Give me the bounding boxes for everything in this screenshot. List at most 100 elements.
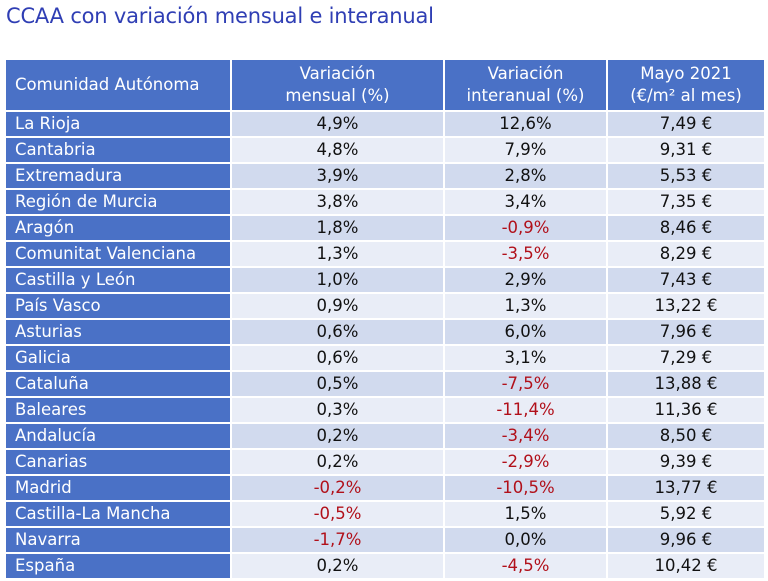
header-price: Mayo 2021 (€/m² al mes) (608, 60, 764, 110)
table-row: País Vasco 0,9% 1,3% 13,22 € (6, 292, 764, 318)
table-row: Baleares 0,3% -11,4% 11,36 € (6, 396, 764, 422)
table-row: Navarra -1,7% 0,0% 9,96 € (6, 526, 764, 552)
region-cell: Canarias (6, 448, 232, 474)
header-monthly-line-2: mensual (%) (285, 86, 390, 105)
yearly-variation-cell: -4,5% (445, 552, 608, 578)
price-cell: 13,77 € (608, 474, 764, 500)
monthly-variation-cell: 0,6% (232, 344, 445, 370)
monthly-variation-cell: 3,8% (232, 188, 445, 214)
table-row: Castilla y León 1,0% 2,9% 7,43 € (6, 266, 764, 292)
monthly-variation-cell: 0,5% (232, 370, 445, 396)
monthly-variation-cell: 0,2% (232, 552, 445, 578)
region-cell: Comunitat Valenciana (6, 240, 232, 266)
monthly-variation-cell: 4,9% (232, 110, 445, 136)
price-cell: 8,29 € (608, 240, 764, 266)
header-yearly: Variación interanual (%) (445, 60, 608, 110)
yearly-variation-cell: -10,5% (445, 474, 608, 500)
region-cell: Extremadura (6, 162, 232, 188)
table-row: Canarias 0,2% -2,9% 9,39 € (6, 448, 764, 474)
region-cell: Baleares (6, 396, 232, 422)
price-cell: 7,43 € (608, 266, 764, 292)
table-header-row: Comunidad Autónoma Variación mensual (%)… (6, 60, 764, 110)
table-row: La Rioja 4,9% 12,6% 7,49 € (6, 110, 764, 136)
table-row: Madrid -0,2% -10,5% 13,77 € (6, 474, 764, 500)
price-cell: 9,39 € (608, 448, 764, 474)
region-cell: La Rioja (6, 110, 232, 136)
table-row: Asturias 0,6% 6,0% 7,96 € (6, 318, 764, 344)
table-row: Región de Murcia 3,8% 3,4% 7,35 € (6, 188, 764, 214)
monthly-variation-cell: 0,3% (232, 396, 445, 422)
header-price-line-1: Mayo 2021 (640, 64, 732, 83)
monthly-variation-cell: -0,5% (232, 500, 445, 526)
region-cell: Cataluña (6, 370, 232, 396)
region-cell: Aragón (6, 214, 232, 240)
table-row: Comunitat Valenciana 1,3% -3,5% 8,29 € (6, 240, 764, 266)
monthly-variation-cell: 0,6% (232, 318, 445, 344)
yearly-variation-cell: -0,9% (445, 214, 608, 240)
region-cell: País Vasco (6, 292, 232, 318)
region-cell: Galicia (6, 344, 232, 370)
yearly-variation-cell: 3,4% (445, 188, 608, 214)
yearly-variation-cell: 1,5% (445, 500, 608, 526)
region-cell: Navarra (6, 526, 232, 552)
yearly-variation-cell: 2,9% (445, 266, 608, 292)
price-cell: 7,29 € (608, 344, 764, 370)
table-row: Andalucía 0,2% -3,4% 8,50 € (6, 422, 764, 448)
region-cell: Andalucía (6, 422, 232, 448)
ccaa-table: Comunidad Autónoma Variación mensual (%)… (6, 60, 764, 578)
monthly-variation-cell: 3,9% (232, 162, 445, 188)
yearly-variation-cell: -7,5% (445, 370, 608, 396)
yearly-variation-cell: -11,4% (445, 396, 608, 422)
region-cell: España (6, 552, 232, 578)
price-cell: 7,96 € (608, 318, 764, 344)
monthly-variation-cell: 1,8% (232, 214, 445, 240)
header-monthly: Variación mensual (%) (232, 60, 445, 110)
monthly-variation-cell: 4,8% (232, 136, 445, 162)
region-cell: Asturias (6, 318, 232, 344)
yearly-variation-cell: 3,1% (445, 344, 608, 370)
price-cell: 5,92 € (608, 500, 764, 526)
table-row: Cantabria 4,8% 7,9% 9,31 € (6, 136, 764, 162)
yearly-variation-cell: -3,5% (445, 240, 608, 266)
yearly-variation-cell: 6,0% (445, 318, 608, 344)
price-cell: 13,22 € (608, 292, 764, 318)
price-cell: 13,88 € (608, 370, 764, 396)
page-title: CCAA con variación mensual e interanual (6, 4, 434, 28)
monthly-variation-cell: -0,2% (232, 474, 445, 500)
monthly-variation-cell: 1,0% (232, 266, 445, 292)
price-cell: 8,46 € (608, 214, 764, 240)
price-cell: 7,49 € (608, 110, 764, 136)
table-row: Cataluña 0,5% -7,5% 13,88 € (6, 370, 764, 396)
region-cell: Cantabria (6, 136, 232, 162)
table-row: Extremadura 3,9% 2,8% 5,53 € (6, 162, 764, 188)
yearly-variation-cell: -3,4% (445, 422, 608, 448)
yearly-variation-cell: 1,3% (445, 292, 608, 318)
price-cell: 11,36 € (608, 396, 764, 422)
yearly-variation-cell: 12,6% (445, 110, 608, 136)
monthly-variation-cell: 0,9% (232, 292, 445, 318)
price-cell: 9,31 € (608, 136, 764, 162)
table-row: España 0,2% -4,5% 10,42 € (6, 552, 764, 578)
monthly-variation-cell: -1,7% (232, 526, 445, 552)
header-monthly-line-1: Variación (299, 64, 376, 83)
price-cell: 9,96 € (608, 526, 764, 552)
region-cell: Castilla-La Mancha (6, 500, 232, 526)
table-row: Galicia 0,6% 3,1% 7,29 € (6, 344, 764, 370)
header-price-line-2: (€/m² al mes) (630, 86, 742, 105)
table-row: Aragón 1,8% -0,9% 8,46 € (6, 214, 764, 240)
price-cell: 10,42 € (608, 552, 764, 578)
monthly-variation-cell: 0,2% (232, 448, 445, 474)
price-cell: 5,53 € (608, 162, 764, 188)
region-cell: Castilla y León (6, 266, 232, 292)
region-cell: Región de Murcia (6, 188, 232, 214)
header-yearly-line-2: interanual (%) (466, 86, 585, 105)
header-region: Comunidad Autónoma (6, 60, 232, 110)
monthly-variation-cell: 0,2% (232, 422, 445, 448)
table-row: Castilla-La Mancha -0,5% 1,5% 5,92 € (6, 500, 764, 526)
yearly-variation-cell: 7,9% (445, 136, 608, 162)
price-cell: 7,35 € (608, 188, 764, 214)
monthly-variation-cell: 1,3% (232, 240, 445, 266)
yearly-variation-cell: 2,8% (445, 162, 608, 188)
header-yearly-line-1: Variación (487, 64, 564, 83)
price-cell: 8,50 € (608, 422, 764, 448)
